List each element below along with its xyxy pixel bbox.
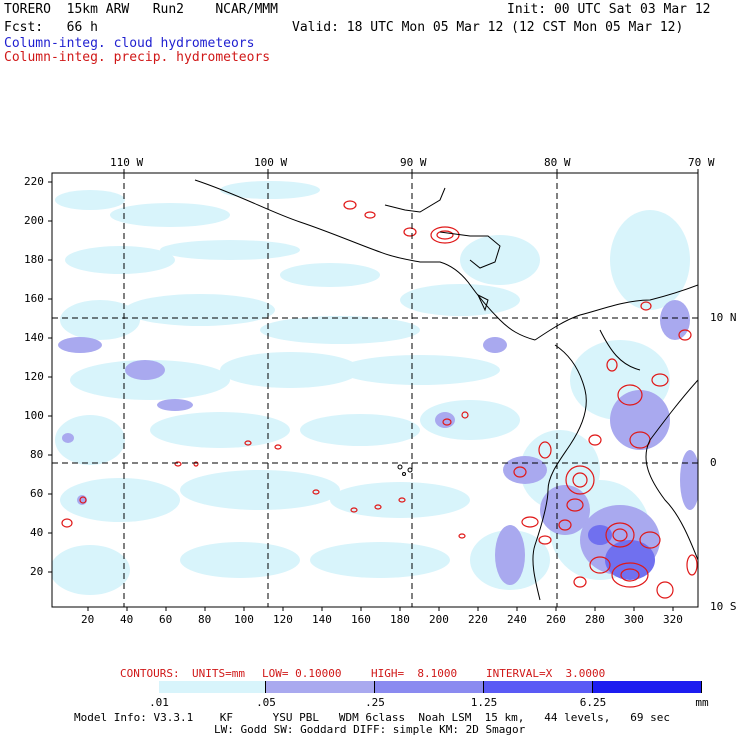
field-cloud-label: Column-integ. cloud hydrometeors	[4, 36, 255, 51]
x-tick-label: 80	[198, 613, 212, 626]
y-tick-label: 180	[24, 253, 44, 266]
x-tick-label: 260	[546, 613, 566, 626]
y-tick-label: 40	[30, 526, 44, 539]
plot-title: TORERO 15km ARW Run2 NCAR/MMM	[4, 2, 278, 17]
colorbar-label: 1.25	[470, 696, 498, 709]
contour-interval: INTERVAL=X 3.0000	[486, 667, 606, 680]
x-tick-label: 20	[81, 613, 95, 626]
colorbar-label: .01	[149, 696, 169, 709]
x-tick-label: 320	[663, 613, 683, 626]
x-tick-label: 200	[429, 613, 449, 626]
map-frame	[51, 172, 699, 608]
valid-time: Valid: 18 UTC Mon 05 Mar 12 (12 CST Mon …	[292, 20, 684, 35]
contour-units: UNITS=mm	[192, 667, 245, 680]
colorbar-segment	[484, 681, 593, 693]
colorbar-label: .05	[256, 696, 276, 709]
colorbar-unit: mm	[695, 696, 709, 709]
lat-label-10n: 10 N	[710, 311, 737, 324]
x-tick-label: 300	[624, 613, 644, 626]
colorbar-label: .25	[365, 696, 385, 709]
lon-label-80w: 80 W	[544, 156, 571, 169]
colorbar-label: 6.25	[579, 696, 607, 709]
lon-label-90w: 90 W	[400, 156, 427, 169]
colorbar-segment	[593, 681, 701, 693]
x-tick-label: 220	[468, 613, 488, 626]
x-tick-label: 40	[120, 613, 134, 626]
y-tick-label: 20	[30, 565, 44, 578]
y-tick-label: 140	[24, 331, 44, 344]
colorbar-segment	[52, 681, 160, 693]
x-tick-label: 240	[507, 613, 527, 626]
contour-high: HIGH= 8.1000	[371, 667, 458, 680]
x-tick-label: 120	[273, 613, 293, 626]
y-tick-label: 200	[24, 214, 44, 227]
x-tick-label: 60	[159, 613, 173, 626]
y-tick-label: 160	[24, 292, 44, 305]
y-tick-label: 80	[30, 448, 44, 461]
y-tick-label: 120	[24, 370, 44, 383]
lon-label-110w: 110 W	[110, 156, 144, 169]
x-tick-label: 280	[585, 613, 605, 626]
contour-label: CONTOURS:	[120, 667, 180, 680]
model-info-line2: LW: Godd SW: Goddard DIFF: simple KM: 2D…	[214, 723, 526, 736]
forecast-hour: Fcst: 66 h	[4, 20, 98, 35]
contour-low: LOW= 0.10000	[262, 667, 342, 680]
x-tick-label: 100	[234, 613, 254, 626]
init-time: Init: 00 UTC Sat 03 Mar 12	[507, 2, 711, 17]
lon-label-100w: 100 W	[254, 156, 288, 169]
field-precip-label: Column-integ. precip. hydrometeors	[4, 50, 271, 65]
lat-label-0: 0	[710, 456, 717, 469]
colorbar-segment	[159, 681, 266, 693]
y-tick-label: 220	[24, 175, 44, 188]
colorbar-segment	[266, 681, 375, 693]
x-tick-label: 180	[390, 613, 410, 626]
lat-label-10s: 10 S	[710, 600, 737, 613]
cloud-field	[52, 173, 698, 607]
y-tick-label: 100	[24, 409, 44, 422]
lon-label-70w: 70 W	[688, 156, 715, 169]
colorbar-segment	[375, 681, 484, 693]
model-info-line1: Model Info: V3.3.1 KF YSU PBL WDM 6class…	[74, 711, 671, 724]
x-tick-label: 140	[312, 613, 332, 626]
y-tick-label: 60	[30, 487, 44, 500]
x-tick-label: 160	[351, 613, 371, 626]
